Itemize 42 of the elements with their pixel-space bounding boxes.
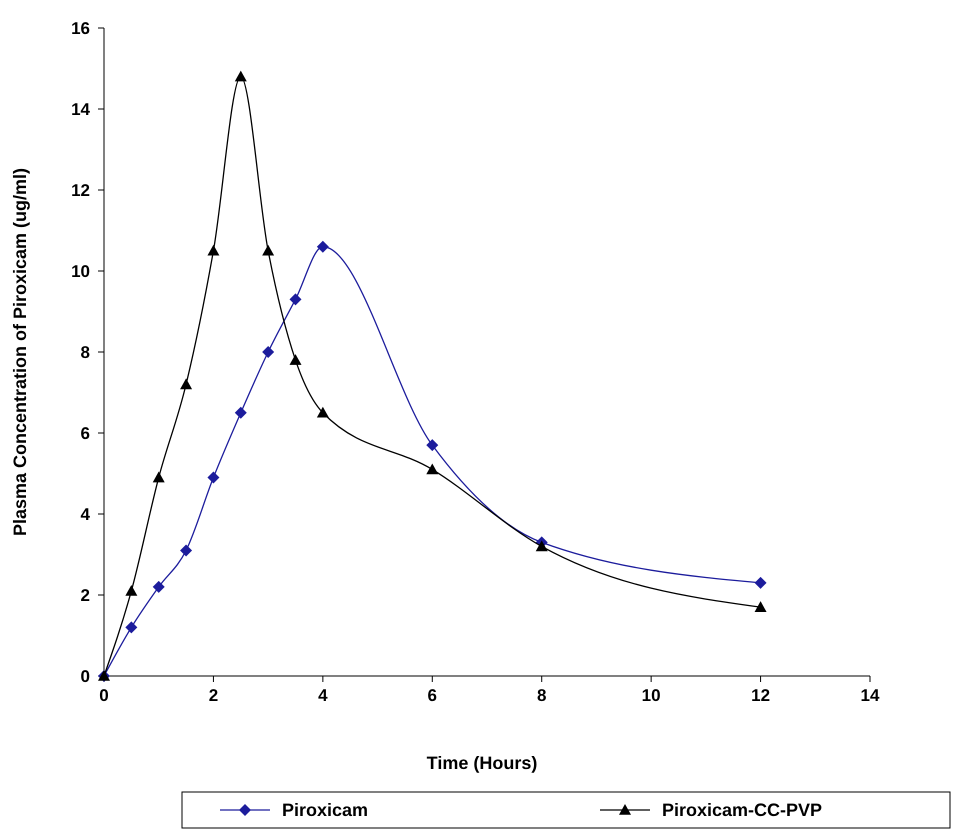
y-tick-label: 10 (71, 262, 90, 281)
point (316, 406, 329, 418)
point (207, 472, 220, 484)
point (262, 346, 274, 358)
point (234, 406, 247, 419)
x-tick-label: 2 (208, 686, 218, 705)
y-tick-label: 2 (80, 586, 90, 605)
legend-label: Piroxicam-CC-PVP (662, 800, 822, 820)
point (290, 293, 302, 306)
x-tick-label: 6 (428, 686, 438, 705)
point (754, 576, 767, 589)
legend-label: Piroxicam (282, 800, 368, 820)
x-tick-label: 4 (318, 686, 328, 705)
point (125, 584, 138, 596)
x-tick-label: 0 (99, 686, 109, 705)
point (262, 244, 274, 256)
point (754, 601, 767, 612)
point (316, 240, 329, 253)
y-tick-label: 0 (80, 667, 90, 686)
point (180, 378, 192, 390)
x-tick-label: 8 (536, 686, 546, 705)
point (426, 439, 438, 452)
y-tick-label: 14 (71, 100, 91, 119)
x-axis-title: Time (Hours) (426, 753, 538, 773)
y-tick-label: 12 (71, 181, 90, 200)
y-axis-title: Plasma Concentration of Piroxicam (ug/ml) (10, 168, 30, 536)
y-tick-label: 6 (80, 424, 90, 443)
y-tick-label: 8 (80, 343, 90, 362)
x-tick-label: 12 (751, 686, 770, 705)
point (536, 540, 548, 552)
point (125, 621, 138, 634)
point (207, 244, 220, 256)
point (152, 580, 165, 593)
x-tick-label: 14 (860, 686, 880, 705)
point (426, 463, 438, 474)
point (290, 354, 302, 365)
y-tick-label: 4 (80, 505, 91, 524)
point (234, 70, 247, 82)
y-tick-label: 16 (71, 19, 90, 38)
x-tick-label: 10 (642, 686, 661, 705)
point (180, 544, 192, 556)
point (152, 472, 165, 482)
